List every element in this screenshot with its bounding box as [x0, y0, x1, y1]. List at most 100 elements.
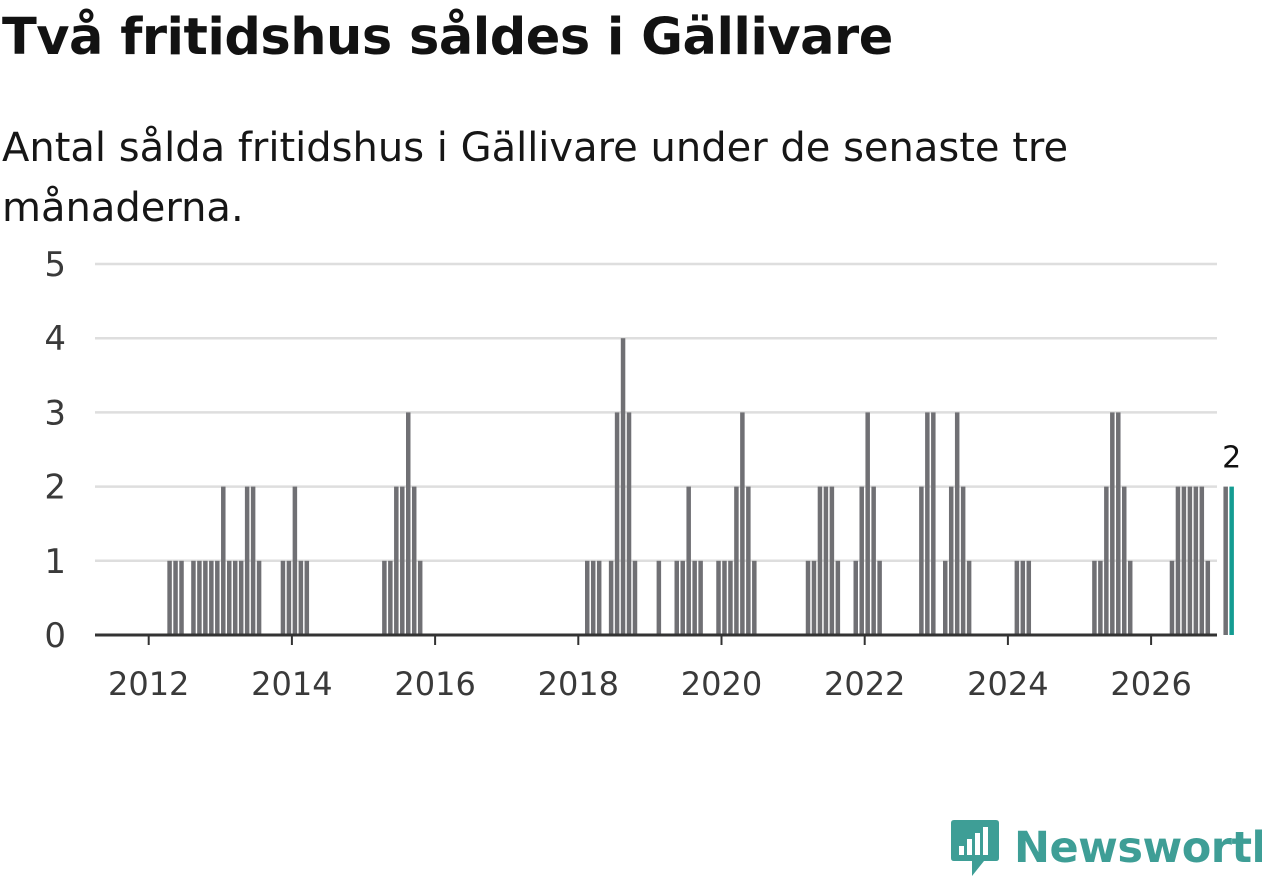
bar [614, 412, 620, 635]
bar [585, 560, 590, 635]
bar [877, 560, 882, 635]
bar [1104, 486, 1109, 635]
bar [1181, 486, 1187, 635]
bar [871, 486, 876, 635]
bar [960, 486, 966, 635]
bar [1116, 412, 1121, 635]
chart-title: Två fritidshus såldes i Gällivare [2, 8, 893, 67]
x-tick-label: 2016 [394, 665, 475, 703]
bar [215, 560, 220, 635]
x-tick-label: 2018 [538, 665, 619, 703]
bar [1223, 486, 1228, 635]
bar [943, 560, 948, 635]
data-label: 2 [1222, 441, 1241, 476]
bar [221, 486, 226, 635]
bar [1110, 412, 1115, 635]
bar [835, 560, 841, 635]
x-tick-label: 2012 [108, 665, 189, 703]
bar [853, 560, 858, 635]
bar [823, 486, 829, 635]
y-tick-label: 5 [44, 245, 66, 285]
bar [674, 560, 679, 635]
bar [1175, 486, 1181, 635]
bar [1199, 486, 1205, 635]
bar [298, 560, 304, 635]
bar [167, 560, 172, 635]
bar [632, 560, 638, 635]
bar [620, 338, 626, 635]
newsworthy-logo: Newsworthy [950, 818, 1262, 878]
y-tick-label: 2 [44, 468, 66, 508]
x-tick-label: 2024 [967, 665, 1048, 703]
bar [382, 560, 387, 635]
bar [304, 560, 310, 635]
bar [244, 486, 250, 635]
x-tick-label: 2020 [681, 665, 762, 703]
newsworthy-logo-icon [951, 820, 999, 876]
bar [400, 486, 405, 635]
bar [191, 560, 196, 635]
bar [1187, 486, 1193, 635]
bar [692, 560, 697, 635]
bar [1169, 560, 1175, 635]
bar [811, 560, 817, 635]
brand-name: Newsworthy [1014, 823, 1262, 873]
bar [919, 486, 924, 635]
bar [286, 560, 292, 635]
bar [203, 560, 208, 635]
bar [686, 486, 691, 635]
bar [209, 560, 214, 635]
bar [232, 560, 238, 635]
bar [1020, 560, 1026, 635]
bar [411, 486, 417, 635]
bar [829, 486, 835, 635]
bar [656, 560, 662, 635]
bar [734, 486, 739, 635]
x-tick-label: 2022 [824, 665, 905, 703]
bar-highlight [1229, 486, 1234, 635]
bar [590, 560, 596, 635]
bar [740, 412, 745, 635]
bar [388, 560, 393, 635]
bar [746, 486, 751, 635]
bar [865, 412, 870, 635]
bar [1098, 560, 1103, 635]
y-tick-label: 3 [44, 393, 66, 433]
bar [292, 486, 298, 635]
bar [1026, 560, 1032, 635]
bar [626, 412, 632, 635]
bar [925, 412, 930, 635]
bar [859, 486, 864, 635]
x-tick-label: 2014 [251, 665, 332, 703]
bar [227, 560, 232, 635]
bar [256, 560, 262, 635]
bar [238, 560, 244, 635]
bar [728, 560, 733, 635]
bar [1127, 560, 1133, 635]
bar [1092, 560, 1097, 635]
bar [596, 560, 602, 635]
chart-subtitle: Antal sålda fritidshus i Gällivare under… [2, 125, 1069, 231]
bar [698, 560, 703, 635]
y-tick-label: 0 [44, 616, 66, 656]
bar [197, 560, 202, 635]
bar [817, 486, 823, 635]
bar [931, 412, 936, 635]
bar [752, 560, 757, 635]
bar [173, 560, 178, 635]
bar [394, 486, 399, 635]
bar [1122, 486, 1127, 635]
bar [250, 486, 256, 635]
bar [1193, 486, 1199, 635]
bar [966, 560, 972, 635]
bar [716, 560, 721, 635]
bar [608, 560, 614, 635]
bar [280, 560, 286, 635]
y-tick-label: 1 [44, 542, 66, 582]
x-tick-label: 2026 [1110, 665, 1191, 703]
bar [954, 412, 960, 635]
y-tick-label: 4 [44, 319, 66, 359]
bar [722, 560, 727, 635]
bar [179, 560, 184, 635]
